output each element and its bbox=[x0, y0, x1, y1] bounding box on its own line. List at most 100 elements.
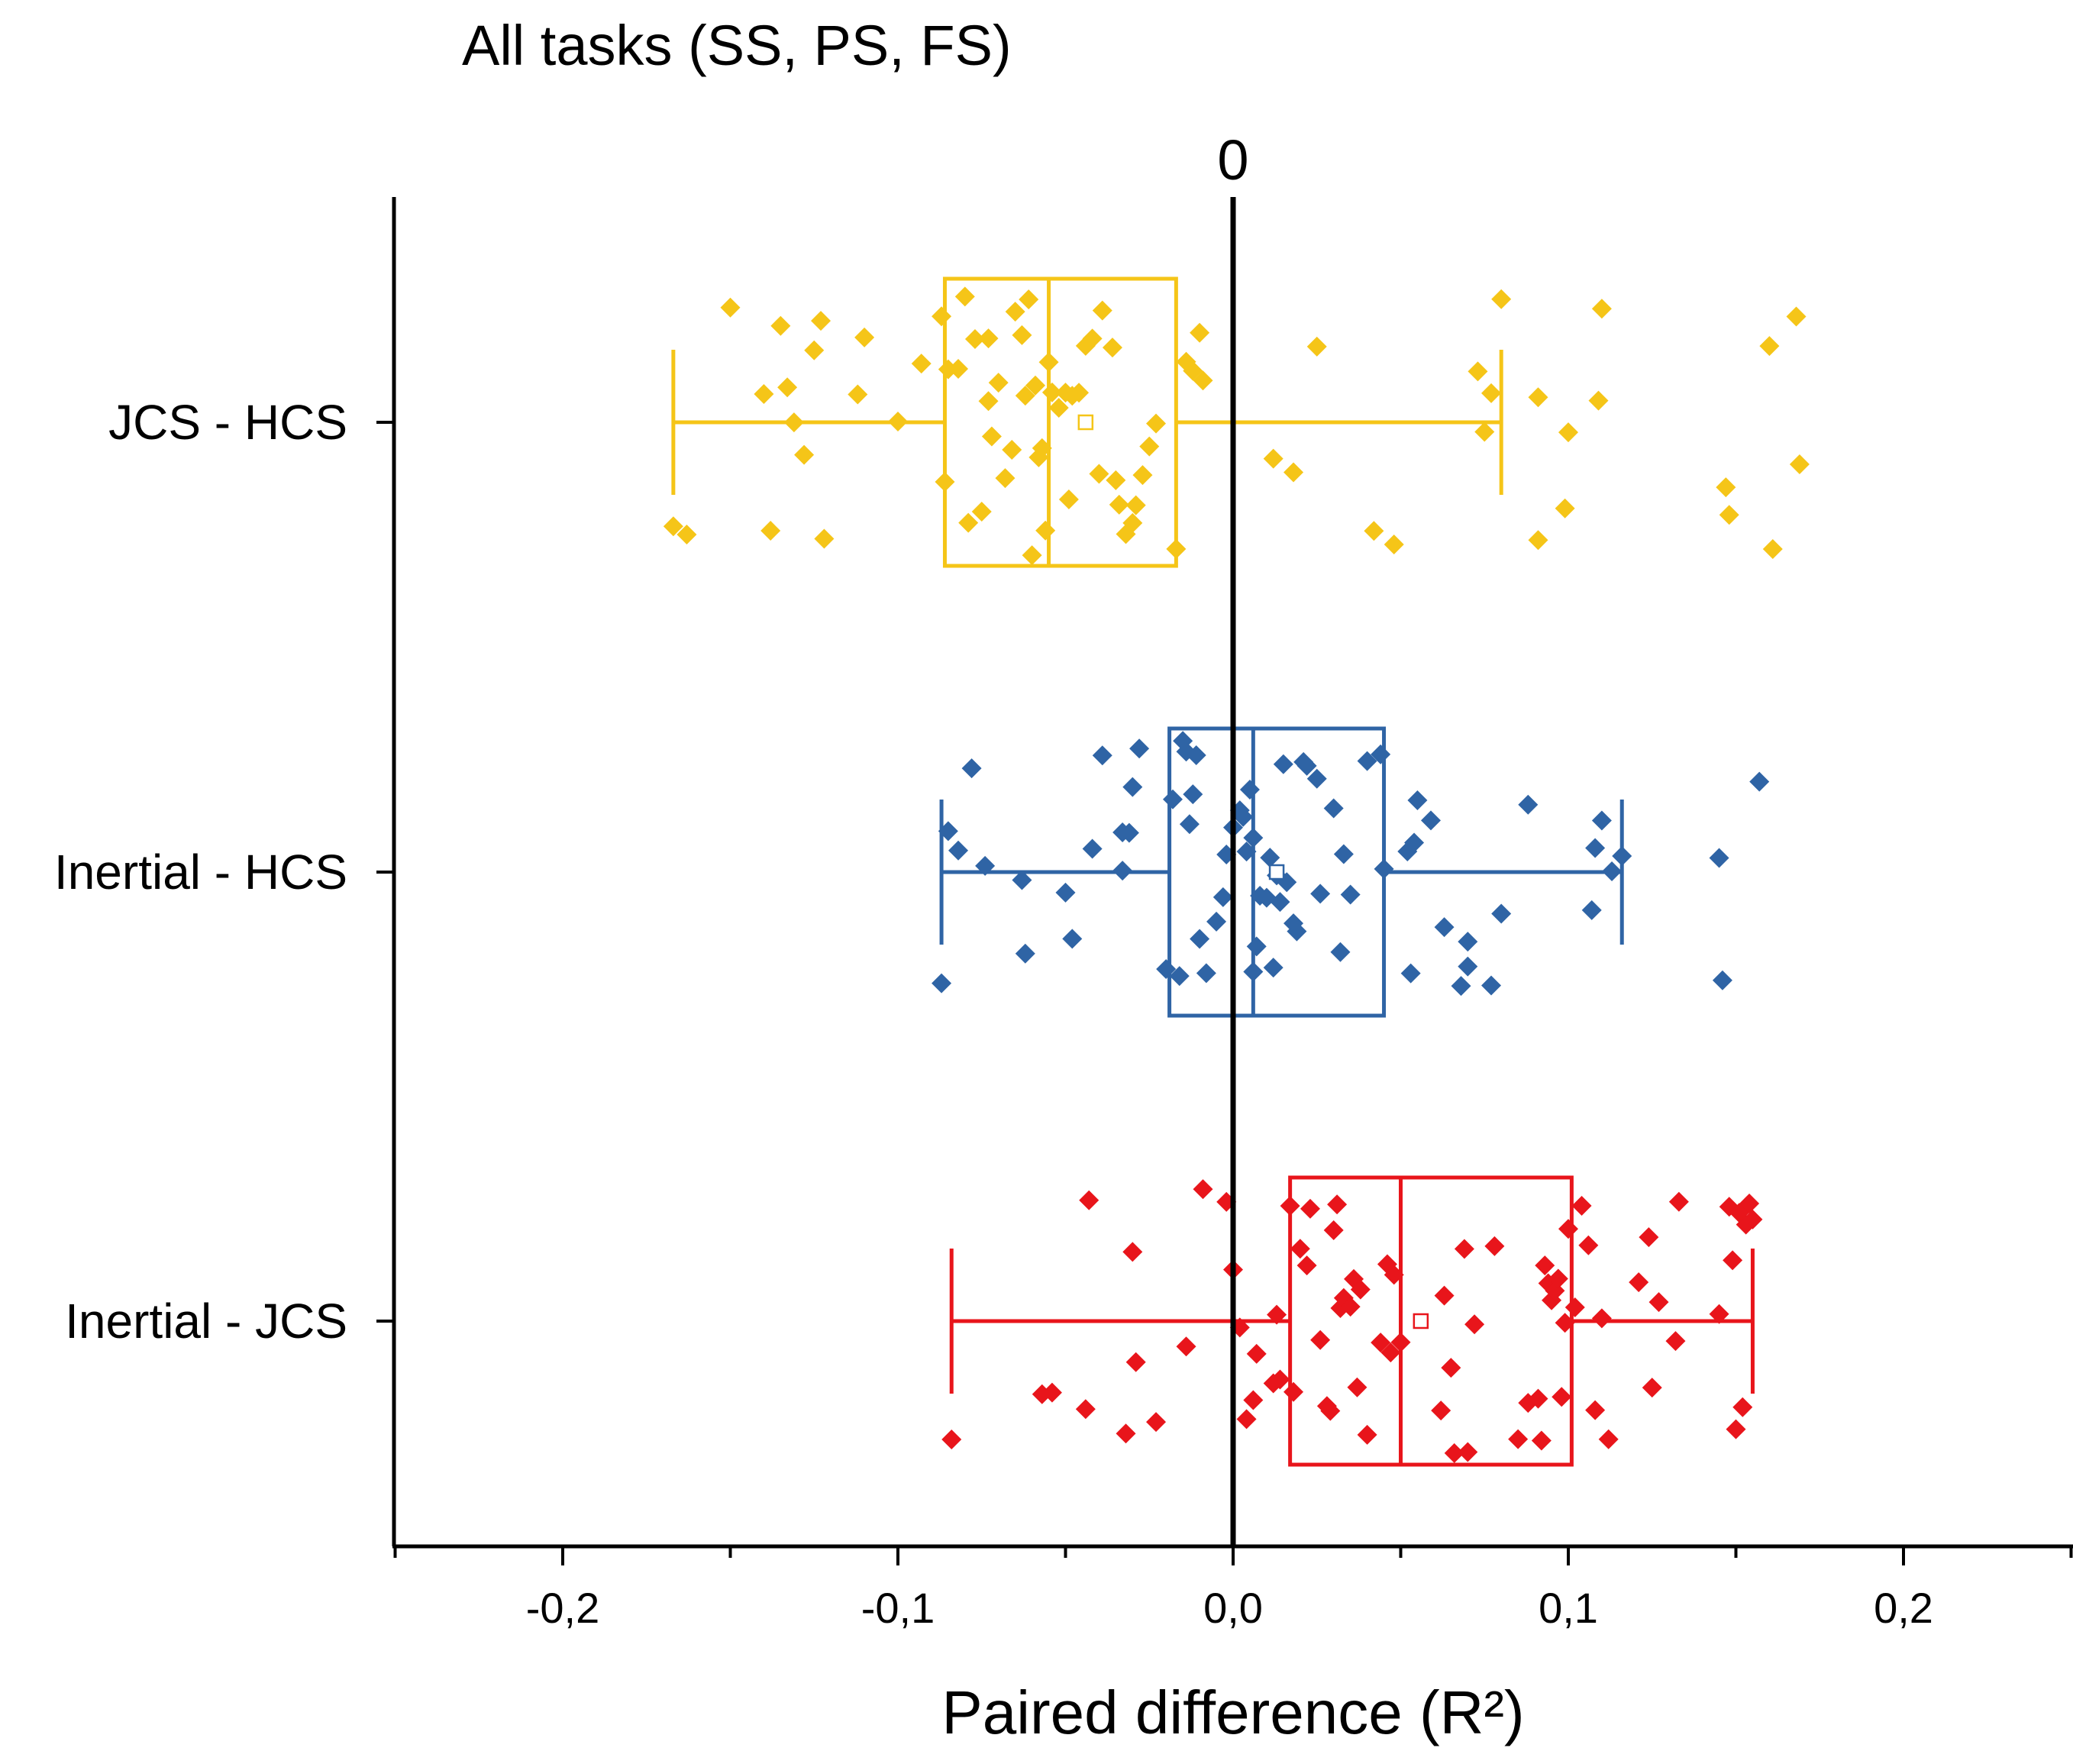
data-point bbox=[1629, 1272, 1649, 1293]
data-point bbox=[1786, 306, 1807, 327]
x-axis-ticks: -0,2 -0,1 0,0 0,1 0,2 bbox=[393, 1546, 2073, 1632]
data-point bbox=[1310, 884, 1331, 904]
x-tick-label: 0,1 bbox=[1539, 1584, 1598, 1632]
data-point bbox=[1243, 828, 1264, 848]
data-point bbox=[1384, 534, 1404, 554]
data-point bbox=[948, 359, 969, 380]
data-point bbox=[975, 855, 996, 876]
data-point bbox=[1125, 495, 1146, 515]
data-point bbox=[1371, 744, 1391, 764]
data-point bbox=[1176, 1336, 1196, 1357]
data-point bbox=[1555, 498, 1575, 519]
data-point bbox=[1236, 842, 1257, 862]
category-label: Inertial - HCS bbox=[54, 845, 347, 900]
data-point bbox=[1458, 956, 1478, 977]
data-point bbox=[1709, 1304, 1729, 1324]
data-point bbox=[1263, 958, 1284, 978]
data-point bbox=[1055, 882, 1076, 903]
data-point bbox=[1716, 477, 1736, 498]
data-point bbox=[941, 1430, 962, 1450]
data-point bbox=[1139, 436, 1160, 457]
data-point bbox=[1146, 413, 1167, 434]
data-point bbox=[1122, 777, 1143, 797]
data-point bbox=[1407, 790, 1428, 810]
data-point bbox=[754, 383, 774, 404]
data-point bbox=[1267, 1304, 1287, 1325]
data-point bbox=[1481, 975, 1502, 996]
data-point bbox=[1742, 1209, 1763, 1229]
data-point bbox=[1156, 959, 1177, 980]
category-label: JCS - HCS bbox=[108, 395, 347, 450]
data-point bbox=[1116, 1423, 1136, 1444]
data-point bbox=[1089, 464, 1109, 484]
data-point bbox=[1280, 1196, 1300, 1216]
data-point bbox=[814, 528, 835, 549]
data-point bbox=[1404, 832, 1425, 853]
data-point bbox=[777, 377, 798, 398]
data-point bbox=[1186, 745, 1206, 766]
data-point bbox=[1668, 1191, 1689, 1212]
data-point bbox=[1287, 921, 1307, 942]
data-point bbox=[1296, 1255, 1317, 1276]
data-point bbox=[848, 384, 868, 405]
data-point bbox=[1585, 1400, 1606, 1420]
data-point bbox=[1062, 929, 1083, 949]
data-point bbox=[1591, 810, 1612, 831]
series-group bbox=[941, 1175, 1763, 1467]
data-point bbox=[1273, 754, 1293, 774]
data-point bbox=[971, 501, 992, 522]
data-point bbox=[811, 311, 831, 331]
data-point bbox=[1564, 1297, 1585, 1317]
data-point bbox=[794, 444, 815, 465]
data-point bbox=[1075, 1399, 1096, 1420]
data-point bbox=[981, 426, 1002, 447]
data-point bbox=[1183, 784, 1203, 805]
data-point bbox=[1431, 1401, 1451, 1421]
data-point bbox=[1347, 1377, 1367, 1397]
data-point bbox=[1340, 884, 1361, 905]
data-point bbox=[1323, 1220, 1344, 1240]
data-point bbox=[1340, 1297, 1361, 1317]
x-axis-label: Paired difference (R²) bbox=[941, 1678, 1524, 1746]
data-point bbox=[1236, 1409, 1257, 1430]
data-point bbox=[1082, 328, 1103, 349]
data-point bbox=[1162, 789, 1183, 809]
iqr-box bbox=[1288, 1175, 1574, 1467]
data-point bbox=[1451, 976, 1471, 997]
data-point bbox=[1079, 1190, 1099, 1210]
data-point bbox=[1035, 520, 1056, 541]
data-point bbox=[1612, 845, 1632, 866]
x-tick-label: 0,0 bbox=[1203, 1584, 1263, 1632]
data-point bbox=[1726, 1419, 1746, 1439]
data-point bbox=[964, 329, 985, 350]
data-point bbox=[1243, 961, 1264, 982]
data-point bbox=[1012, 325, 1032, 345]
iqr-box bbox=[942, 276, 1178, 568]
data-point bbox=[1109, 494, 1129, 515]
data-point bbox=[1491, 289, 1512, 309]
series-group bbox=[663, 276, 1810, 568]
data-point bbox=[1306, 336, 1327, 357]
data-point bbox=[1196, 963, 1216, 984]
data-point bbox=[1665, 1331, 1686, 1352]
data-point bbox=[1558, 422, 1578, 443]
data-point bbox=[1364, 521, 1384, 541]
data-point bbox=[1578, 1235, 1599, 1255]
data-point bbox=[932, 306, 952, 327]
data-point bbox=[1263, 448, 1284, 469]
data-point bbox=[1284, 1381, 1304, 1402]
data-point bbox=[1458, 1442, 1478, 1462]
mean-marker bbox=[1413, 1313, 1429, 1329]
data-point bbox=[1330, 942, 1351, 962]
data-point bbox=[1323, 798, 1344, 819]
data-point bbox=[1212, 887, 1233, 907]
data-point bbox=[1019, 289, 1039, 310]
data-point bbox=[1106, 470, 1126, 490]
data-point bbox=[1591, 1308, 1612, 1329]
data-point bbox=[1310, 1329, 1331, 1350]
data-point bbox=[1555, 1313, 1575, 1333]
data-point bbox=[1390, 1332, 1411, 1352]
data-point bbox=[1458, 932, 1478, 952]
data-point bbox=[770, 315, 791, 336]
